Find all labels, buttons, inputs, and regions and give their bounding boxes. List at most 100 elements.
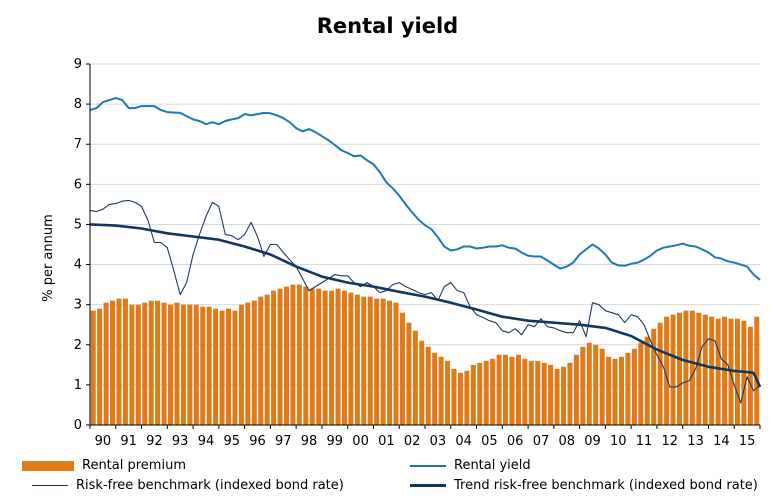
line-risk-free-benchmark bbox=[89, 199, 761, 404]
bar-rental-premium bbox=[593, 344, 599, 425]
legend-label-risk-free: Risk-free benchmark (indexed bond rate) bbox=[76, 478, 344, 493]
bar-rental-premium bbox=[206, 306, 212, 425]
bar-rental-premium bbox=[354, 294, 360, 425]
bar-rental-premium bbox=[676, 312, 682, 425]
bar-rental-premium bbox=[612, 358, 618, 425]
bar-rental-premium bbox=[316, 288, 322, 425]
x-tick-label: 93 bbox=[172, 434, 189, 449]
bar-rental-premium bbox=[161, 302, 167, 425]
bar-rental-premium bbox=[548, 364, 554, 425]
bar-rental-premium bbox=[722, 316, 728, 425]
x-tick-label: 06 bbox=[507, 434, 524, 449]
bar-rental-premium bbox=[490, 358, 496, 425]
bar-rental-premium bbox=[445, 360, 451, 425]
x-tick-label: 14 bbox=[713, 434, 730, 449]
bar-rental-premium bbox=[573, 354, 579, 425]
bar-rental-premium bbox=[135, 304, 141, 425]
x-tick-label: 96 bbox=[249, 434, 266, 449]
y-tick-label: 0 bbox=[74, 418, 82, 433]
legend-swatch-rental-yield bbox=[410, 464, 446, 467]
bar-rental-premium bbox=[374, 298, 380, 425]
bar-rental-premium bbox=[129, 304, 135, 425]
bar-rental-premium bbox=[187, 304, 193, 425]
bar-rental-premium bbox=[200, 306, 206, 425]
legend-swatch-trend bbox=[410, 484, 446, 487]
bar-rental-premium bbox=[174, 302, 180, 425]
bar-rental-premium bbox=[702, 314, 708, 425]
legend-label-rental-yield: Rental yield bbox=[454, 458, 531, 473]
bar-rental-premium bbox=[341, 290, 347, 425]
bar-rental-premium bbox=[709, 316, 715, 425]
legend-swatch-risk-free bbox=[32, 485, 68, 486]
y-axis-label: % per annum bbox=[41, 214, 56, 302]
bar-rental-premium bbox=[277, 288, 283, 425]
x-tick-label: 12 bbox=[662, 434, 679, 449]
bar-series-rental-premium bbox=[90, 284, 760, 425]
bar-rental-premium bbox=[625, 352, 631, 425]
y-tick-label: 9 bbox=[74, 57, 82, 72]
bar-rental-premium bbox=[380, 298, 386, 425]
bar-rental-premium bbox=[580, 346, 586, 425]
bar-rental-premium bbox=[219, 310, 225, 425]
bar-rental-premium bbox=[335, 288, 341, 425]
bar-rental-premium bbox=[509, 356, 515, 425]
bar-rental-premium bbox=[329, 290, 335, 425]
y-tick-label: 4 bbox=[74, 258, 82, 273]
bar-rental-premium bbox=[412, 330, 418, 425]
bar-rental-premium bbox=[535, 360, 541, 425]
bar-rental-premium bbox=[97, 308, 103, 425]
legend-swatch-rental-premium bbox=[22, 460, 74, 471]
bar-rental-premium bbox=[747, 326, 753, 425]
bar-rental-premium bbox=[670, 314, 676, 425]
bar-rental-premium bbox=[522, 358, 528, 425]
bar-rental-premium bbox=[599, 348, 605, 425]
line-trend-risk-free-benchmark bbox=[89, 223, 762, 388]
bar-rental-premium bbox=[283, 286, 290, 425]
bar-rental-premium bbox=[348, 292, 354, 425]
bar-rental-premium bbox=[554, 368, 560, 425]
bar-rental-premium bbox=[309, 288, 315, 425]
x-tick-label: 08 bbox=[558, 434, 575, 449]
bar-rental-premium bbox=[399, 312, 405, 425]
bar-rental-premium bbox=[638, 342, 644, 425]
y-tick-label: 7 bbox=[74, 137, 82, 152]
bar-rental-premium bbox=[90, 310, 96, 425]
bar-rental-premium bbox=[618, 356, 625, 425]
bar-rental-premium bbox=[651, 328, 657, 425]
bar-rental-premium bbox=[425, 346, 431, 425]
x-tick-label: 13 bbox=[687, 434, 704, 449]
legend-item-risk-free: Risk-free benchmark (indexed bond rate) bbox=[32, 478, 344, 493]
legend-item-trend: Trend risk-free benchmark (indexed bond … bbox=[410, 478, 758, 493]
bar-rental-premium bbox=[180, 304, 186, 425]
bar-rental-premium bbox=[464, 370, 470, 425]
bar-rental-premium bbox=[664, 316, 670, 425]
bar-rental-premium bbox=[103, 302, 109, 425]
bar-rental-premium bbox=[251, 300, 257, 425]
bar-rental-premium bbox=[560, 366, 567, 425]
bar-rental-premium bbox=[116, 298, 122, 425]
bar-rental-premium bbox=[457, 372, 463, 425]
bar-rental-premium bbox=[528, 360, 534, 425]
bar-rental-premium bbox=[754, 316, 760, 425]
bar-rental-premium bbox=[168, 304, 174, 425]
line-series-group bbox=[89, 97, 762, 404]
bar-rental-premium bbox=[715, 318, 721, 425]
bar-rental-premium bbox=[245, 302, 251, 425]
bar-rental-premium bbox=[477, 362, 483, 425]
bar-rental-premium bbox=[503, 354, 509, 425]
y-tick-label: 3 bbox=[74, 298, 82, 313]
chart-title: Rental yield bbox=[316, 14, 459, 38]
bar-rental-premium bbox=[657, 322, 663, 425]
bar-rental-premium bbox=[258, 296, 264, 425]
legend-label-rental-premium: Rental premium bbox=[82, 458, 186, 473]
bar-rental-premium bbox=[155, 300, 161, 425]
bar-rental-premium bbox=[689, 310, 695, 425]
y-tick-label: 2 bbox=[74, 338, 82, 353]
bar-rental-premium bbox=[644, 336, 650, 425]
bar-rental-premium bbox=[432, 352, 438, 425]
x-tick-label: 91 bbox=[120, 434, 137, 449]
y-tick-label: 8 bbox=[74, 97, 82, 112]
bar-rental-premium bbox=[271, 290, 277, 425]
legend-label-trend: Trend risk-free benchmark (indexed bond … bbox=[454, 478, 758, 493]
